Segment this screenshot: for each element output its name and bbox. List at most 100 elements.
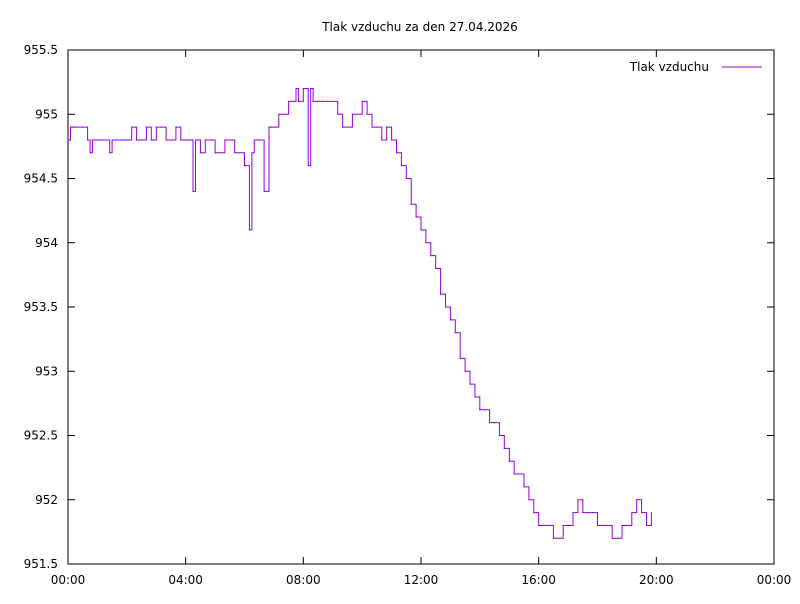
data-point (248, 229, 250, 231)
data-point (484, 409, 486, 411)
data-point (263, 190, 265, 192)
y-tick-label: 953.5 (24, 300, 58, 314)
data-point (400, 165, 402, 167)
data-point (258, 139, 260, 141)
series-points (67, 87, 653, 539)
data-point (533, 511, 535, 514)
data-point (376, 126, 378, 128)
data-point (469, 383, 471, 385)
data-point (518, 473, 520, 475)
data-point (155, 126, 157, 128)
data-point (454, 332, 456, 334)
data-point (82, 126, 84, 128)
data-point (415, 216, 417, 218)
data-point (194, 139, 197, 141)
data-point (356, 113, 358, 115)
data-point (498, 434, 500, 437)
data-point (101, 139, 103, 141)
data-point (596, 524, 599, 527)
data-point (297, 100, 299, 102)
y-tick-label: 953 (35, 364, 58, 378)
data-point (587, 511, 589, 514)
data-point (251, 152, 253, 154)
data-point (109, 152, 111, 154)
data-point (425, 242, 427, 244)
data-point (190, 139, 192, 141)
data-point (508, 460, 510, 462)
data-point (479, 409, 481, 411)
data-point (91, 139, 94, 141)
data-point (538, 524, 540, 527)
data-point (582, 511, 584, 514)
data-point (145, 126, 147, 128)
data-point (636, 499, 638, 501)
data-point (577, 499, 579, 501)
data-point (214, 152, 216, 154)
data-point (116, 139, 118, 141)
data-point (572, 511, 574, 514)
data-point (449, 319, 451, 321)
chart-title: Tlak vzduchu za den 27.04.2026 (321, 20, 518, 34)
y-tick-label: 952.5 (24, 429, 58, 443)
data-point (278, 113, 280, 115)
plot-frame (67, 49, 775, 565)
data-point (136, 139, 138, 141)
data-point (150, 139, 152, 141)
data-point (106, 139, 108, 141)
data-point (351, 113, 353, 115)
legend-label: Tlak vzduchu (629, 60, 709, 74)
data-point (440, 293, 442, 295)
data-point (405, 177, 407, 180)
data-point (337, 113, 339, 115)
data-point (89, 152, 91, 154)
data-point (493, 422, 496, 424)
data-point (111, 139, 113, 141)
data-point (562, 524, 564, 527)
y-tick-label: 955 (35, 107, 58, 121)
data-point (192, 190, 194, 192)
data-point (547, 524, 550, 527)
y-tick-label: 955.5 (24, 43, 58, 57)
x-tick-label: 16:00 (521, 573, 556, 587)
data-point (366, 113, 368, 115)
data-point (631, 511, 633, 514)
data-point (601, 524, 604, 527)
data-point (567, 524, 569, 527)
data-point (283, 113, 285, 115)
data-point (253, 139, 255, 141)
y-tick-label: 952 (35, 493, 58, 507)
data-point (131, 126, 133, 128)
data-point (489, 422, 491, 424)
data-point (528, 499, 530, 501)
data-point (175, 126, 177, 128)
legend: Tlak vzduchu (629, 60, 762, 74)
data-point (185, 139, 187, 141)
data-point (165, 139, 167, 141)
data-point (243, 165, 246, 167)
x-tick-label: 08:00 (286, 573, 321, 587)
data-point (69, 126, 72, 128)
data-point (464, 370, 466, 372)
data-point (420, 229, 422, 231)
data-point (361, 100, 363, 102)
data-point (288, 100, 290, 102)
data-point (224, 139, 226, 141)
data-point (606, 524, 608, 527)
series-line-tlak-vzduchu (68, 88, 652, 539)
data-point (557, 537, 559, 539)
data-point (310, 87, 312, 90)
x-axis: 00:00 04:00 08:00 12:00 16:00 20:00 00:00 (51, 50, 791, 587)
data-point (430, 255, 432, 257)
data-point (626, 524, 628, 527)
data-point (327, 100, 329, 102)
data-point (67, 139, 69, 141)
data-point (523, 486, 525, 488)
x-tick-label: 12:00 (404, 573, 439, 587)
data-point (371, 126, 373, 128)
data-point (543, 524, 545, 527)
data-point (395, 152, 398, 154)
data-point (199, 152, 201, 154)
data-point (87, 139, 89, 141)
data-point (273, 126, 275, 128)
